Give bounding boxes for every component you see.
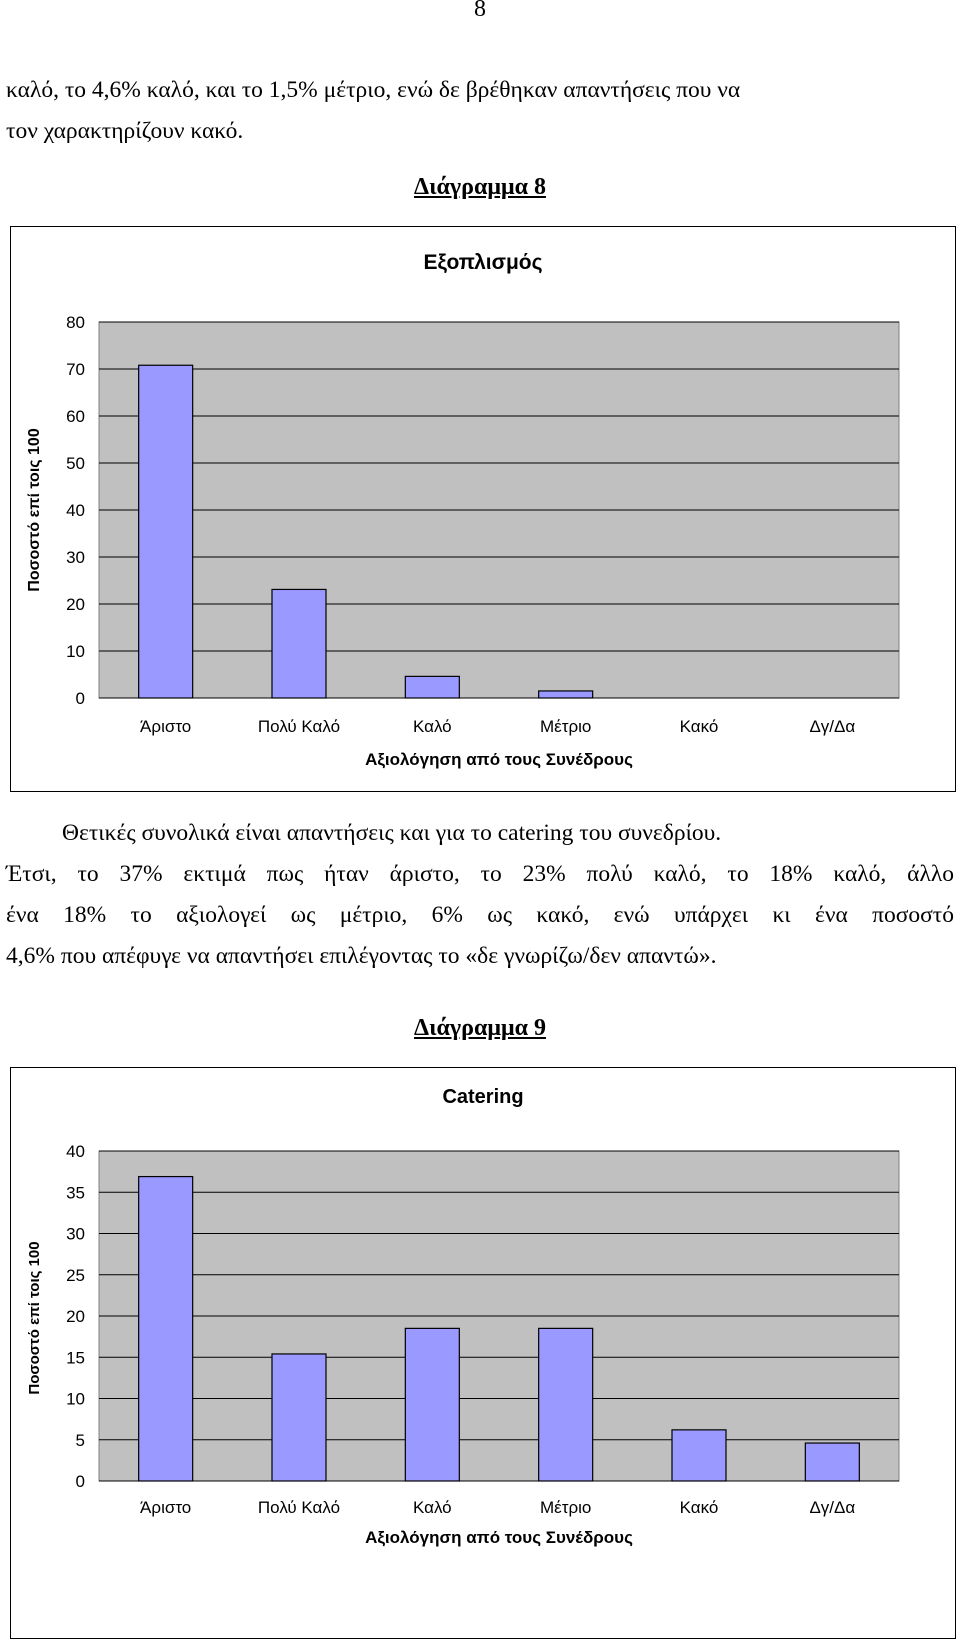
paragraph-line: τον χαρακτηρίζουν κακό. — [6, 118, 244, 144]
y-tick-label: 20 — [66, 1307, 85, 1326]
x-category-label: Πολύ Καλό — [258, 717, 340, 736]
figure-caption-8: Διάγραμμα 8 — [414, 174, 546, 200]
y-tick-label: 35 — [66, 1183, 85, 1202]
x-axis-title: Αξιολόγηση από τους Συνέδρους — [365, 1528, 633, 1547]
y-tick-label: 20 — [66, 595, 85, 614]
page-number: 8 — [474, 0, 486, 22]
paragraph-line: ένα 18% το αξιολογεί ως μέτριο, 6% ως κα… — [6, 902, 954, 928]
y-tick-label: 15 — [66, 1348, 85, 1367]
paragraph-line: 4,6% που απέφυγε να απαντήσει επιλέγοντα… — [6, 943, 717, 969]
bar — [271, 588, 327, 699]
chart-title: Catering — [442, 1086, 523, 1108]
bar — [804, 1442, 860, 1482]
y-tick-label: 80 — [66, 313, 85, 332]
x-category-label: Καλό — [413, 717, 452, 736]
chart-catering-svg: Catering 0 5 10 15 20 25 30 35 40 Άριστο Πολύ Καλό Κ… — [26, 1086, 900, 1547]
y-tick-label: 5 — [76, 1431, 85, 1450]
chart-title: Εξοπλισμός — [423, 251, 542, 274]
bar — [538, 1327, 594, 1482]
y-tick-label: 30 — [66, 1225, 85, 1244]
bar — [404, 675, 460, 699]
y-tick-label: 40 — [66, 501, 85, 520]
paragraph-top: καλό, το 4,6% καλό, και το 1,5% μέτριο, … — [6, 70, 954, 152]
bar — [671, 1429, 727, 1482]
chart-equipment-svg: Εξοπλισμός 0 10 20 30 40 50 60 70 80 Άριστο Πολύ Κα… — [26, 251, 900, 769]
bar — [271, 1353, 327, 1482]
paragraph-line: Έτσι, το 37% εκτιμά πως ήταν άριστο, το … — [6, 861, 954, 887]
paragraph-line: Θετικές συνολικά είναι απαντήσεις και γι… — [62, 820, 722, 846]
figure-caption-9: Διάγραμμα 9 — [414, 1015, 546, 1041]
y-tick-label: 10 — [66, 642, 85, 661]
x-axis-title: Αξιολόγηση από τους Συνέδρους — [365, 750, 633, 769]
y-axis-title: Ποσοστό επί τοις 100 — [26, 1241, 43, 1394]
bar — [138, 364, 194, 699]
y-tick-label: 40 — [66, 1142, 85, 1161]
bar — [538, 690, 594, 699]
bar — [404, 1327, 460, 1482]
x-category-label: Κακό — [680, 717, 719, 736]
x-category-label: Άριστο — [140, 717, 191, 736]
x-category-label: Πολύ Καλό — [258, 1498, 340, 1517]
x-category-label: Μέτριο — [540, 1498, 591, 1517]
y-tick-label: 50 — [66, 454, 85, 473]
paragraph-line: καλό, το 4,6% καλό, και το 1,5% μέτριο, … — [6, 77, 741, 103]
x-category-label: Κακό — [680, 1498, 719, 1517]
x-category-label: Δγ/Δα — [809, 717, 855, 736]
y-axis-title: Ποσοστό επί τοις 100 — [26, 428, 43, 592]
y-tick-label: 30 — [66, 548, 85, 567]
x-category-label: Καλό — [413, 1498, 452, 1517]
x-category-label: Άριστο — [140, 1498, 191, 1517]
paragraph-mid: Θετικές συνολικά είναι απαντήσεις και γι… — [6, 813, 954, 977]
y-tick-label: 70 — [66, 360, 85, 379]
chart-equipment: Εξοπλισμός 0 10 20 30 40 50 60 70 80 Άριστο Πολύ Κα… — [10, 226, 956, 792]
y-tick-label: 25 — [66, 1266, 85, 1285]
x-category-label: Δγ/Δα — [809, 1498, 855, 1517]
chart-catering: Catering 0 5 10 15 20 25 30 35 40 Άριστο Πολύ Καλό Κ… — [10, 1067, 956, 1639]
y-tick-label: 0 — [76, 1472, 85, 1491]
y-tick-label: 0 — [76, 689, 85, 708]
bar — [138, 1175, 194, 1482]
y-tick-label: 10 — [66, 1390, 85, 1409]
y-tick-label: 60 — [66, 407, 85, 426]
x-category-label: Μέτριο — [540, 717, 591, 736]
